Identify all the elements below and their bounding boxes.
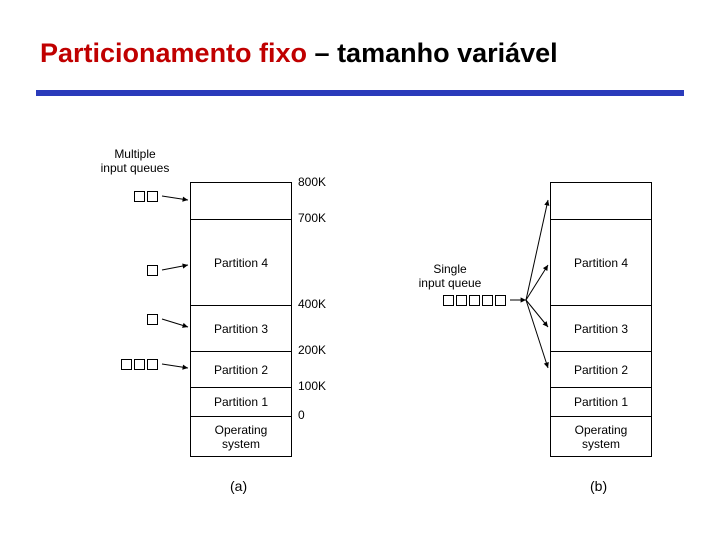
size-label: 100K bbox=[298, 379, 326, 393]
page-title: Particionamento fixo – tamanho variável bbox=[40, 38, 558, 69]
size-label: 400K bbox=[298, 297, 326, 311]
memory-cell bbox=[191, 183, 291, 219]
caption-a: (a) bbox=[230, 478, 247, 494]
queue-box bbox=[121, 359, 132, 370]
queue-box bbox=[147, 191, 158, 202]
memory-cell: Partition 2 bbox=[551, 351, 651, 387]
queue-box bbox=[147, 314, 158, 325]
queue-box bbox=[134, 191, 145, 202]
memory-cell bbox=[551, 183, 651, 219]
queue-box bbox=[469, 295, 480, 306]
queue-box bbox=[147, 359, 158, 370]
title-red: Particionamento fixo bbox=[40, 38, 307, 68]
memory-cell: Partition 4 bbox=[551, 219, 651, 305]
memory-cell: Partition 3 bbox=[551, 305, 651, 351]
queue-box bbox=[482, 295, 493, 306]
memory-cell: Operating system bbox=[191, 416, 291, 456]
queue-box bbox=[134, 359, 145, 370]
memory-cell: Partition 2 bbox=[191, 351, 291, 387]
size-label: 200K bbox=[298, 343, 326, 357]
queue-box bbox=[443, 295, 454, 306]
caption-b: (b) bbox=[590, 478, 607, 494]
queue-box bbox=[147, 265, 158, 276]
multiple-queues-label: Multiple input queues bbox=[95, 147, 175, 176]
size-label: 0 bbox=[298, 408, 305, 422]
memory-cell: Partition 1 bbox=[551, 387, 651, 416]
memory-stack-a: Partition 4Partition 3Partition 2Partiti… bbox=[190, 182, 292, 457]
queue-box bbox=[456, 295, 467, 306]
title-black: – tamanho variável bbox=[307, 38, 558, 68]
queue-box bbox=[495, 295, 506, 306]
size-label: 700K bbox=[298, 211, 326, 225]
memory-cell: Partition 3 bbox=[191, 305, 291, 351]
memory-cell: Operating system bbox=[551, 416, 651, 456]
memory-stack-b: Partition 4Partition 3Partition 2Partiti… bbox=[550, 182, 652, 457]
title-underline bbox=[36, 90, 684, 96]
size-label: 800K bbox=[298, 175, 326, 189]
memory-cell: Partition 4 bbox=[191, 219, 291, 305]
memory-cell: Partition 1 bbox=[191, 387, 291, 416]
single-queue-label: Single input queue bbox=[410, 262, 490, 291]
